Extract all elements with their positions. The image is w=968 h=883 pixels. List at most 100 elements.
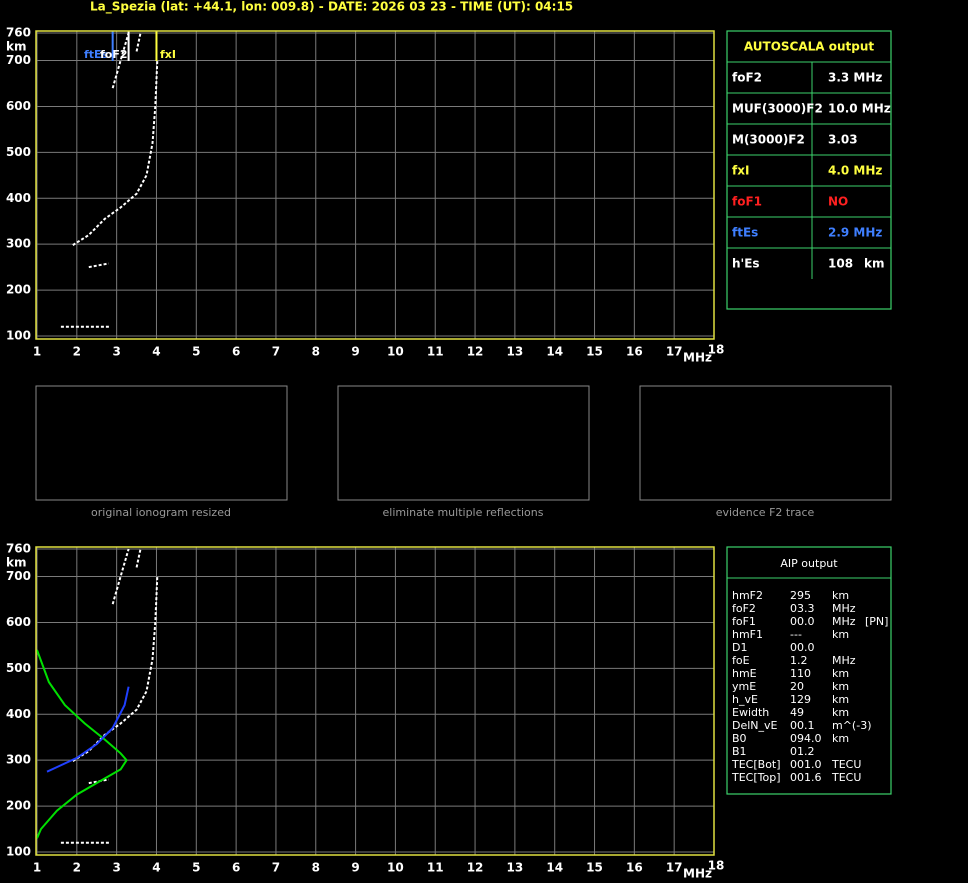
- aip-cell: 20: [790, 680, 804, 693]
- aip-cell: foE: [732, 654, 750, 667]
- x-tick-label: 5: [192, 345, 200, 359]
- aip-cell: 1.2: [790, 654, 808, 667]
- x-tick-label: 1: [33, 861, 41, 875]
- page-title: La_Spezia (lat: +44.1, lon: 009.8) - DAT…: [90, 0, 573, 15]
- x-tick-label: 14: [546, 345, 563, 359]
- aip-cell: foF2: [732, 602, 756, 615]
- y-tick-label: 500: [6, 661, 31, 675]
- row-label: M(3000)F2: [732, 133, 805, 147]
- row-value: 3.3 MHz: [828, 71, 882, 85]
- thumbnail: [337, 385, 590, 501]
- aip-cell: km: [832, 680, 849, 693]
- x-tick-label: 5: [192, 861, 200, 875]
- plot-frame: [35, 546, 715, 856]
- aip-cell: 001.0: [790, 758, 822, 771]
- y-tick-label: 600: [6, 99, 31, 113]
- x-tick-label: 13: [507, 861, 524, 875]
- trace: [135, 548, 142, 568]
- y-axis-label: km: [6, 556, 26, 570]
- x-tick-label: 7: [272, 861, 280, 875]
- x-tick-label: 15: [586, 345, 603, 359]
- aip-cell: MHz: [832, 602, 856, 615]
- marker-label: ftEs: [84, 48, 109, 61]
- trace: [135, 32, 142, 52]
- plot-frame: [35, 30, 715, 340]
- aip-table: [726, 546, 892, 795]
- thumbnail-caption: evidence F2 trace: [716, 506, 815, 519]
- aip-cell: 129: [790, 693, 811, 706]
- aip-cell: km: [832, 693, 849, 706]
- aip-cell: 49: [790, 706, 804, 719]
- thumbnail: [639, 385, 892, 501]
- aip-cell: foF1: [732, 615, 756, 628]
- aip-cell: TECU: [831, 758, 861, 771]
- aip-cell: DelN_vE: [732, 719, 778, 732]
- row-label: MUF(3000)F2: [732, 102, 823, 116]
- x-tick-label: 7: [272, 345, 280, 359]
- thumbnail-caption: original ionogram resized: [91, 506, 231, 519]
- y-tick-label: 200: [6, 283, 31, 297]
- x-tick-label: 10: [387, 861, 404, 875]
- x-tick-label: 10: [387, 345, 404, 359]
- autoscala-title: AUTOSCALA output: [744, 40, 875, 54]
- trace: [46, 686, 130, 773]
- trace: [88, 262, 109, 269]
- x-tick-label: 18: [708, 859, 725, 873]
- autoscala-table: [726, 30, 892, 310]
- y-tick-label: 500: [6, 145, 31, 159]
- x-tick-label: 12: [467, 345, 484, 359]
- aip-cell: B0: [732, 732, 747, 745]
- row-value: NO: [828, 195, 848, 209]
- x-tick-label: 12: [467, 861, 484, 875]
- x-tick-label: 9: [351, 861, 359, 875]
- x-tick-label: 2: [73, 345, 81, 359]
- trace: [111, 32, 130, 89]
- aip-title: AIP output: [780, 557, 838, 570]
- y-tick-label: 200: [6, 799, 31, 813]
- aip-cell: hmF2: [732, 589, 763, 602]
- x-tick-label: 8: [312, 345, 320, 359]
- row-label: foF2: [732, 71, 762, 85]
- y-tick-label: 300: [6, 753, 31, 767]
- x-tick-label: 15: [586, 861, 603, 875]
- aip-cell: 001.6: [790, 771, 822, 784]
- row-unit: km: [864, 257, 884, 271]
- aip-cell: 110: [790, 667, 811, 680]
- aip-cell: 00.1: [790, 719, 815, 732]
- aip-cell: 295: [790, 589, 811, 602]
- thumbnail: [35, 385, 288, 501]
- thumbnail-caption: eliminate multiple reflections: [383, 506, 544, 519]
- aip-cell: 03.3: [790, 602, 815, 615]
- y-tick-label: 400: [6, 707, 31, 721]
- aip-cell: h_vE: [732, 693, 758, 706]
- marker-label: fxI: [160, 48, 176, 61]
- x-tick-label: 3: [112, 861, 120, 875]
- aip-cell: B1: [732, 745, 747, 758]
- x-axis-label: MHz: [683, 351, 712, 365]
- row-value: 4.0 MHz: [828, 164, 882, 178]
- aip-cell: D1: [732, 641, 747, 654]
- aip-cell: km: [832, 667, 849, 680]
- y-axis-label: km: [6, 40, 26, 54]
- aip-cell: km: [832, 706, 849, 719]
- x-tick-label: 17: [666, 861, 683, 875]
- row-value: 2.9 MHz: [828, 226, 882, 240]
- aip-cell: hmF1: [732, 628, 763, 641]
- y-tick-label: 300: [6, 237, 31, 251]
- x-tick-label: 17: [666, 345, 683, 359]
- x-tick-label: 4: [152, 345, 160, 359]
- y-tick-label: 100: [6, 845, 31, 859]
- x-tick-label: 3: [112, 345, 120, 359]
- marker-label: foF2: [100, 48, 128, 61]
- aip-cell: TEC[Top]: [731, 771, 781, 784]
- aip-cell: km: [832, 589, 849, 602]
- aip-cell: MHz: [832, 615, 856, 628]
- x-tick-label: 11: [427, 345, 444, 359]
- x-tick-label: 16: [626, 345, 643, 359]
- y-tick-label: 760: [6, 542, 31, 556]
- x-tick-label: 16: [626, 861, 643, 875]
- aip-cell: MHz: [832, 654, 856, 667]
- row-label: foF1: [732, 195, 762, 209]
- x-tick-label: 14: [546, 861, 563, 875]
